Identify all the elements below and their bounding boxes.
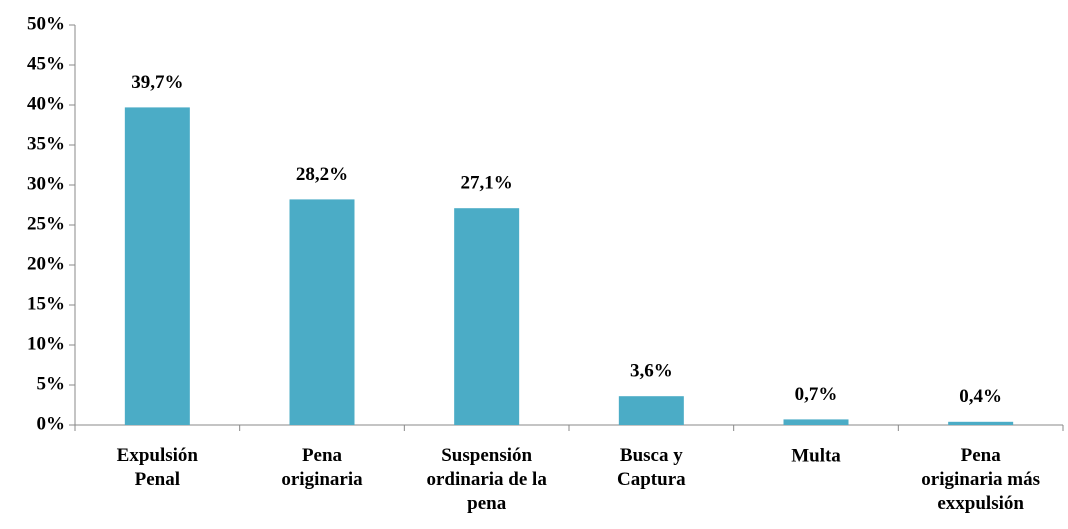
x-tick-label: Expulsión Penal [117,445,199,490]
x-tick-label: Pena originaria [281,445,363,490]
y-tick-label: 25% [27,213,65,234]
y-tick-label: 50% [27,13,65,34]
y-tick-label: 35% [27,133,65,154]
y-tick-label: 15% [27,293,65,314]
bar [618,396,684,425]
y-tick-label: 30% [27,173,65,194]
value-label: 27,1% [461,173,513,194]
value-label: 0,7% [795,384,838,405]
value-label: 39,7% [131,72,183,93]
bar [783,419,849,425]
value-label: 0,4% [959,386,1002,407]
bar [124,107,190,426]
y-tick-label: 10% [27,333,65,354]
x-tick-label: Pena originaria más exxpulsión [921,445,1040,514]
y-tick-label: 45% [27,53,65,74]
bar [948,421,1014,425]
y-tick-label: 20% [27,253,65,274]
y-tick-label: 0% [37,413,66,434]
value-label: 3,6% [630,361,673,382]
value-label: 28,2% [296,164,348,185]
x-tick-label: Busca y Captura [617,445,686,490]
y-tick-label: 40% [27,93,65,114]
x-tick-label: Suspensión ordinaria de la pena [426,445,547,514]
y-tick-label: 5% [37,373,66,394]
bar [289,199,355,425]
bar [454,208,520,425]
x-tick-label: Multa [791,445,841,466]
